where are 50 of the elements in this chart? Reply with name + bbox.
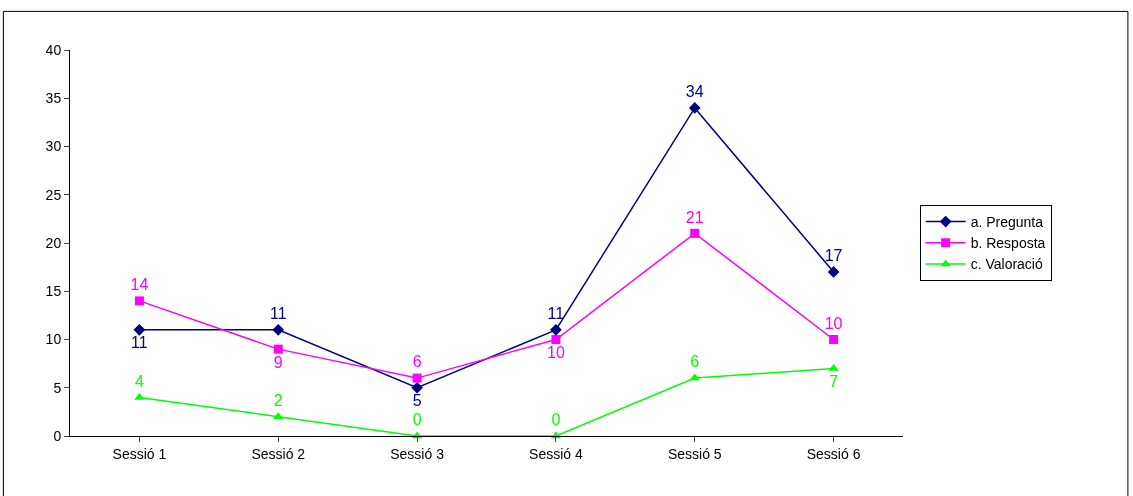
data-label: 11 bbox=[269, 305, 287, 323]
data-label: 17 bbox=[824, 247, 843, 265]
data-label: 4 bbox=[134, 372, 144, 390]
point bbox=[134, 392, 145, 400]
data-label: 21 bbox=[685, 208, 704, 226]
x-tick-label: Sessió 4 bbox=[529, 445, 583, 462]
y-tick-label: 10 bbox=[45, 331, 62, 348]
data-label: 5 bbox=[412, 392, 422, 410]
point bbox=[829, 335, 839, 344]
data-label: 34 bbox=[685, 83, 704, 101]
point bbox=[412, 373, 422, 383]
x-tick-label: Sessió 5 bbox=[667, 445, 722, 462]
point bbox=[690, 228, 700, 238]
y-tick-label: 35 bbox=[45, 90, 62, 107]
y-tick-label: 30 bbox=[45, 138, 62, 155]
point bbox=[134, 296, 144, 306]
legend-label: c. Valoració bbox=[970, 256, 1043, 273]
data-label: 9 bbox=[273, 353, 283, 371]
x-tick-label: Sessió 1 bbox=[112, 445, 167, 462]
y-tick-label: 40 bbox=[45, 41, 62, 58]
x-tick-label: Sessió 2 bbox=[251, 445, 306, 462]
legend-label: b. Resposta bbox=[970, 235, 1046, 252]
y-tick-label: 0 bbox=[53, 427, 62, 444]
data-label: 6 bbox=[690, 353, 700, 371]
x-tick-label: Sessió 3 bbox=[390, 445, 445, 462]
data-label: 6 bbox=[412, 353, 422, 371]
y-tick-label: 20 bbox=[45, 234, 62, 251]
point bbox=[411, 381, 423, 394]
point bbox=[828, 363, 839, 371]
point bbox=[688, 102, 701, 114]
point bbox=[133, 324, 146, 336]
data-label: 10 bbox=[547, 344, 565, 362]
point bbox=[273, 344, 283, 354]
y-tick-label: 15 bbox=[45, 283, 62, 300]
point bbox=[827, 266, 840, 278]
point bbox=[550, 324, 562, 336]
data-label: 0 bbox=[551, 411, 561, 429]
y-tick-label: 25 bbox=[45, 186, 62, 203]
data-label: 11 bbox=[131, 334, 148, 352]
data-label: 11 bbox=[547, 305, 565, 323]
data-label: 10 bbox=[824, 314, 843, 332]
x-tick-label: Sessió 6 bbox=[806, 445, 861, 462]
data-label: 2 bbox=[273, 392, 283, 410]
data-label: 14 bbox=[130, 276, 149, 294]
point bbox=[272, 324, 285, 336]
data-label: 0 bbox=[412, 411, 422, 429]
data-label: 7 bbox=[829, 373, 839, 391]
legend-label: a. Pregunta bbox=[970, 214, 1044, 231]
point bbox=[551, 335, 561, 344]
y-tick-label: 5 bbox=[53, 379, 62, 396]
